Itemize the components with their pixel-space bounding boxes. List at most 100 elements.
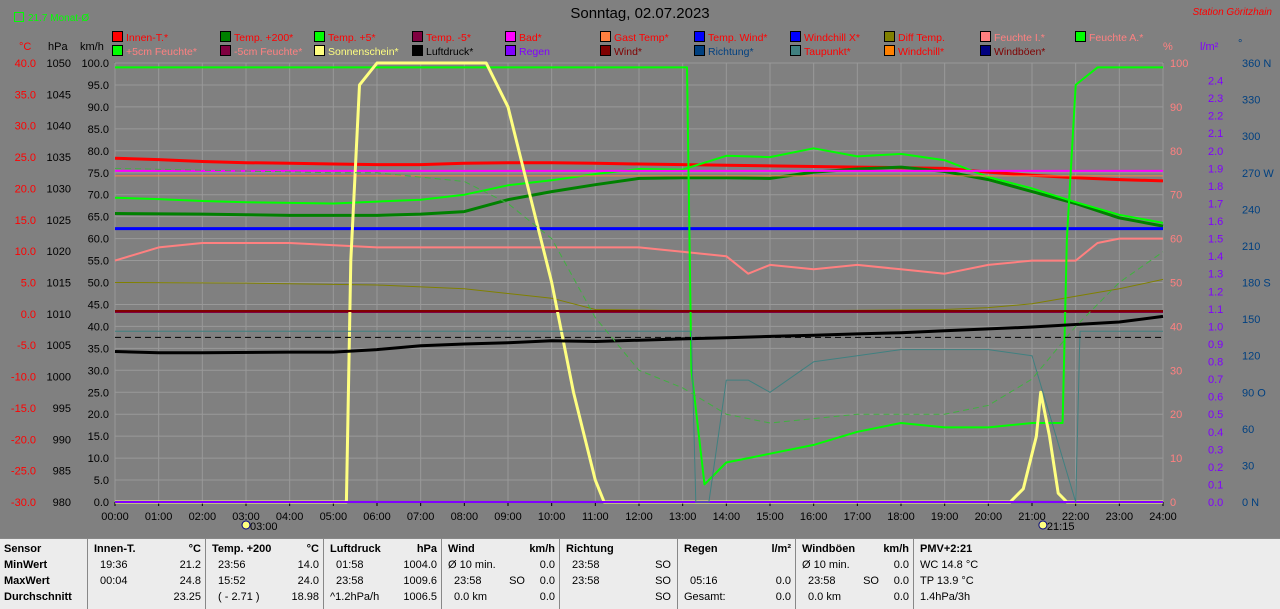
legend-item[interactable]: Taupunkt* [790,45,851,58]
legend-item[interactable]: Gast Temp* [600,31,669,44]
stat-header: Wind [448,543,475,555]
rain-tick-label: 2.2 [1208,111,1223,123]
x-tick-label: 22:00 [1062,511,1090,523]
legend-item[interactable]: -5cm Feuchte* [220,45,302,58]
x-tick-label: 00:00 [101,511,129,523]
monthly-average-label: 21.7 Monat-Ø [28,13,90,24]
legend-item[interactable]: Luftdruck* [412,45,473,58]
x-tick-label: 16:00 [800,511,828,523]
x-tick-label: 08:00 [451,511,479,523]
legend-item[interactable]: +5cm Feuchte* [112,45,197,58]
legend-item[interactable]: Sonnenschein* [314,45,399,58]
x-tick-label: 19:00 [931,511,959,523]
rain-tick-label: 1.5 [1208,234,1223,246]
wind-tick-label: 30.0 [88,365,109,377]
legend-label: +5cm Feuchte* [126,46,197,58]
stat-label: MinWert [4,559,48,571]
legend-item[interactable]: Temp. +200* [220,31,293,44]
legend-swatch [412,31,423,42]
axis-header-hpa: hPa [48,41,68,53]
x-tick-label: 02:00 [189,511,217,523]
legend-swatch [980,45,991,56]
rain-tick-label: 1.4 [1208,251,1223,263]
wind-tick-label: 20.0 [88,409,109,421]
legend-swatch [112,31,123,42]
axis-header-celsius: °C [19,41,32,53]
humidity-tick-label: 70 [1170,190,1182,202]
humidity-tick-label: 30 [1170,365,1182,377]
legend-label: Luftdruck* [426,46,474,58]
stat-time: 19:36 [100,559,128,571]
x-tick-label: 17:00 [844,511,872,523]
rain-tick-label: 0.9 [1208,339,1223,351]
stat-value: 0.0 [539,575,555,587]
legend-item[interactable]: Innen-T.* [112,31,168,44]
legend-item[interactable]: Temp. +5* [314,31,376,44]
legend-item[interactable]: Windchill* [884,45,944,58]
legend-label: Bad* [519,32,542,44]
stat-value: 0.0 [775,591,791,603]
wind-tick-label: 65.0 [88,212,109,224]
x-tick-label: 11:00 [582,511,609,523]
stat-time: 23:56 [218,559,246,571]
legend-item[interactable]: Bad* [505,31,542,44]
legend-item[interactable]: Richtung* [694,45,754,58]
legend-swatch [505,31,516,42]
legend-item[interactable]: Wind* [600,45,642,58]
rain-tick-label: 2.4 [1208,76,1223,88]
series-line [114,167,1164,424]
x-tick-label: 06:00 [363,511,391,523]
series-line [114,314,1164,355]
stat-value: SO [655,575,671,587]
direction-tick-label: 30 [1242,460,1254,472]
series-line [114,237,1163,275]
x-tick-label: 01:00 [145,511,173,523]
wind-tick-label: 85.0 [88,124,109,136]
legend-label: Regen [519,46,550,58]
legend-item[interactable]: Temp. Wind* [694,31,768,44]
stat-windboeen: Windböen km/h Ø 10 min. 0.0 23:58 SO 0.0 0.0… [796,539,914,609]
rain-tick-label: 1.2 [1208,286,1223,298]
rain-tick-label: 0.3 [1208,444,1223,456]
rain-tick-label: 0.5 [1208,409,1223,421]
axis-header-percent: % [1163,41,1173,53]
legend-swatch [1075,31,1086,42]
legend-item[interactable]: Feuchte A.* [1075,31,1143,44]
pressure-tick-label: 980 [53,497,71,509]
direction-tick-label: 60 [1242,424,1254,436]
stat-value: 23.25 [173,591,201,603]
stat-time: ( - 2.71 ) [218,591,260,603]
rain-tick-label: 2.1 [1208,128,1223,140]
wind-tick-label: 95.0 [88,80,109,92]
stat-unit: l/m² [771,543,791,555]
stat-header: PMV+2:21 [920,543,973,555]
wind-tick-label: 60.0 [88,234,109,246]
legend-label: Innen-T.* [126,32,169,44]
legend-swatch [790,31,801,42]
stat-wind: Wind km/h Ø 10 min. 0.0 23:58 SO 0.0 0.0 km 0… [442,539,560,609]
stat-header: Regen [684,543,718,555]
direction-tick-label: 150 [1242,314,1260,326]
stat-time: 05:16 [690,575,718,587]
pressure-tick-label: 1025 [47,215,71,227]
legend-swatch [112,45,123,56]
legend-item[interactable]: Windböen* [980,45,1045,58]
legend-item[interactable]: Windchill X* [790,31,860,44]
stat-header: Luftdruck [330,543,381,555]
humidity-tick-label: 60 [1170,234,1182,246]
humidity-tick-label: 0 [1170,497,1176,509]
pressure-tick-label: 985 [53,466,71,478]
legend-item[interactable]: Temp. -5* [412,31,471,44]
x-tick-label: 21:00 [1018,511,1046,523]
x-tick-label: 07:00 [407,511,435,523]
monthly-average-checkbox[interactable]: 21.7 Monat-Ø [14,12,89,24]
legend-swatch [884,31,895,42]
temp-tick-label: 20.0 [15,183,36,195]
legend-item[interactable]: Diff Temp. [884,31,945,44]
pressure-tick-label: 1040 [47,121,71,133]
legend-item[interactable]: Regen [505,45,550,58]
x-tick-label: 18:00 [887,511,915,523]
stat-time: Ø 10 min. [448,559,496,571]
temp-tick-label: -10.0 [11,372,36,384]
legend-item[interactable]: Feuchte I.* [980,31,1045,44]
